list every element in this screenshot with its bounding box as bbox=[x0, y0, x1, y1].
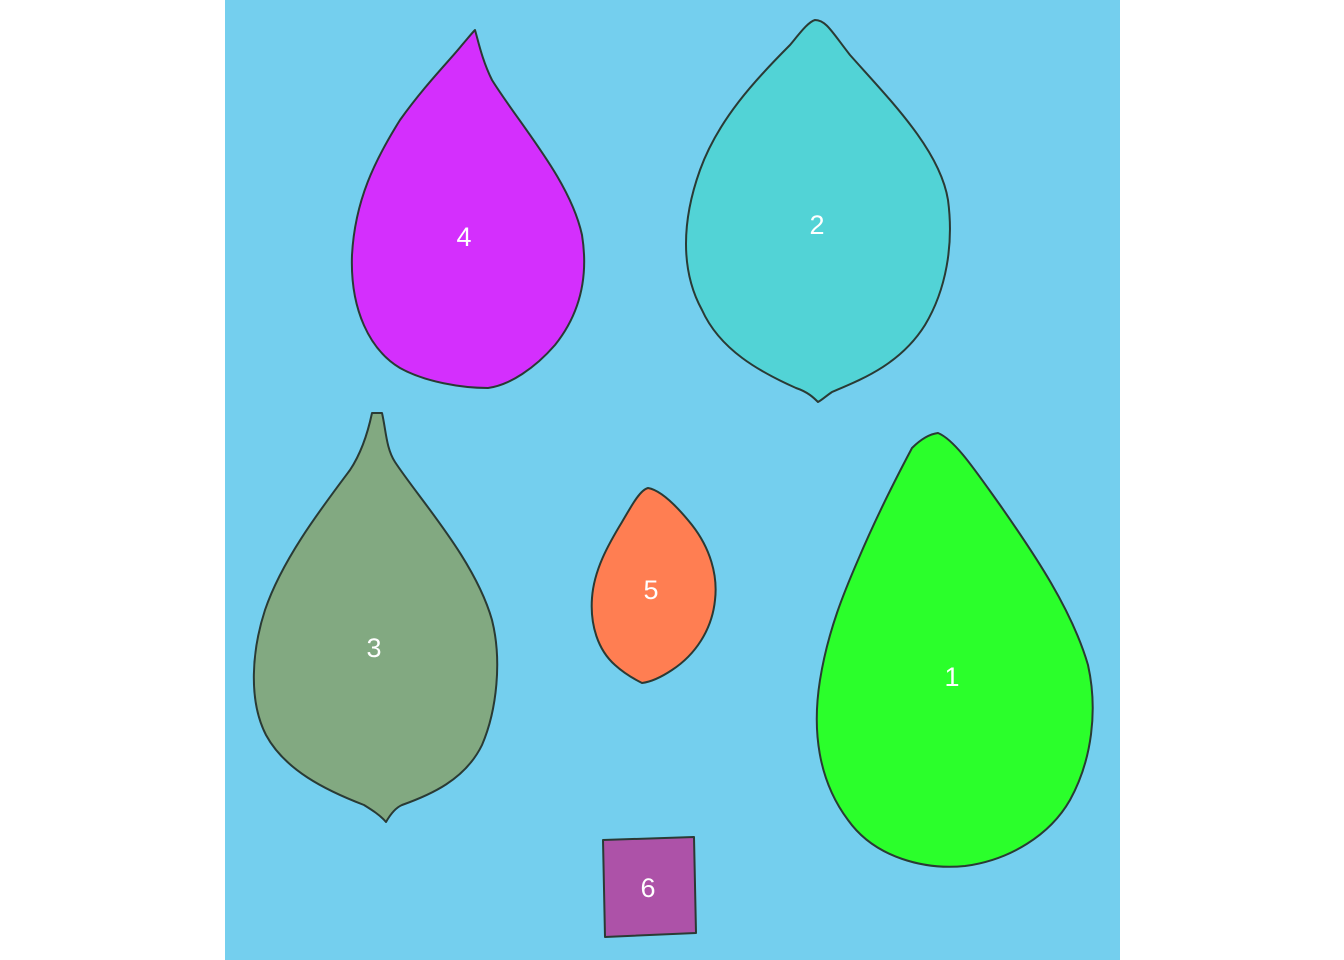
leaf-4-shape bbox=[350, 29, 586, 389]
square-6-shape bbox=[602, 836, 697, 938]
leaf-3-label: 3 bbox=[366, 633, 381, 663]
square-6-label: 6 bbox=[640, 873, 655, 903]
leaf-3-shape bbox=[252, 412, 499, 823]
leaf-2-shape bbox=[685, 19, 951, 403]
leaf-1-shape bbox=[815, 432, 1094, 868]
leaf-5-label: 5 bbox=[643, 575, 658, 605]
leaf-1-label: 1 bbox=[944, 662, 959, 692]
leaf-2-label: 2 bbox=[809, 210, 824, 240]
leaf-5-shape bbox=[590, 487, 717, 684]
leaf-4-label: 4 bbox=[456, 222, 471, 252]
